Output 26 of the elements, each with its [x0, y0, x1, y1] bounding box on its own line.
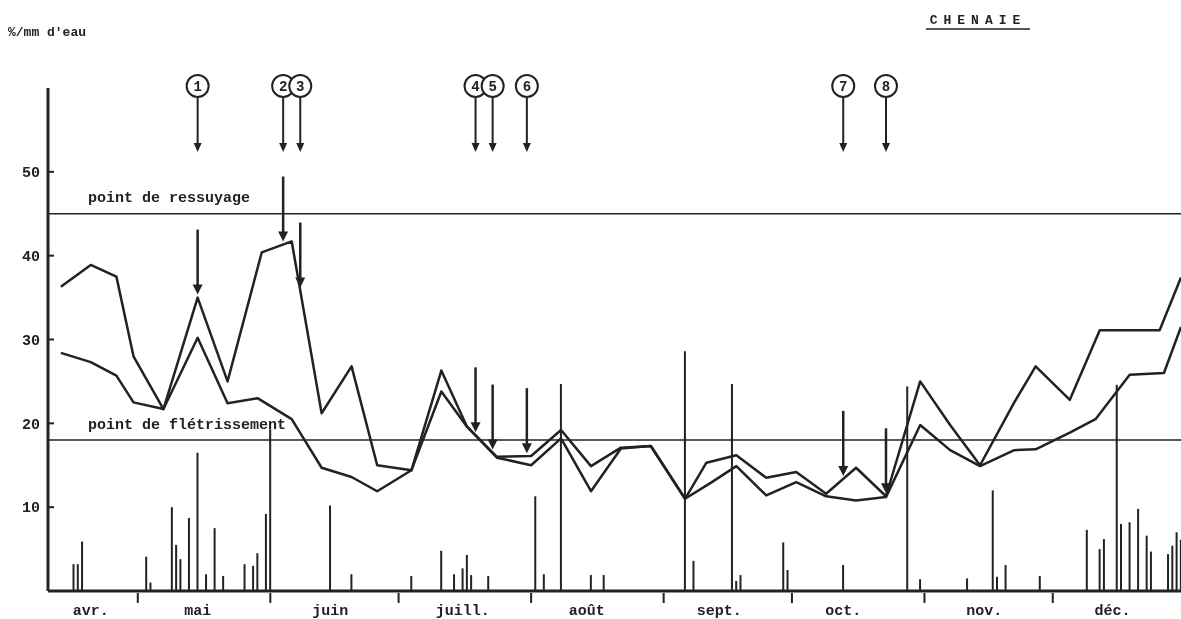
ref-line-label: point de flétrissement: [88, 416, 287, 434]
y-tick-label: 20: [21, 416, 40, 434]
annotation: 8: [881, 79, 891, 95]
y-tick-label: 40: [21, 248, 40, 266]
x-tick-label: mai: [184, 603, 212, 619]
x-tick-label: oct.: [825, 603, 862, 619]
annotation: 6: [522, 79, 532, 95]
annotation: 4: [471, 79, 480, 95]
y-tick-label: 10: [21, 500, 40, 518]
x-tick-label: juin: [312, 603, 349, 619]
x-tick-label: déc.: [1094, 603, 1131, 619]
annotation: 5: [488, 79, 497, 95]
y-tick-label: 50: [21, 165, 40, 183]
annotation: 2: [278, 79, 288, 95]
ref-line-label: point de ressuyage: [88, 190, 251, 208]
annotation: 3: [296, 79, 305, 95]
x-tick-label: sept.: [696, 603, 742, 619]
x-tick-label: avr.: [72, 603, 109, 619]
x-tick-label: juill.: [435, 603, 490, 619]
x-tick-label: nov.: [966, 603, 1003, 619]
y-tick-label: 30: [21, 332, 40, 350]
annotation: 7: [839, 79, 848, 95]
annotation: 1: [193, 79, 202, 95]
chart-title: CHENAIE: [929, 13, 1027, 28]
y-axis-title: %/mm d'eau: [8, 25, 87, 40]
x-tick-label: août: [568, 603, 605, 619]
